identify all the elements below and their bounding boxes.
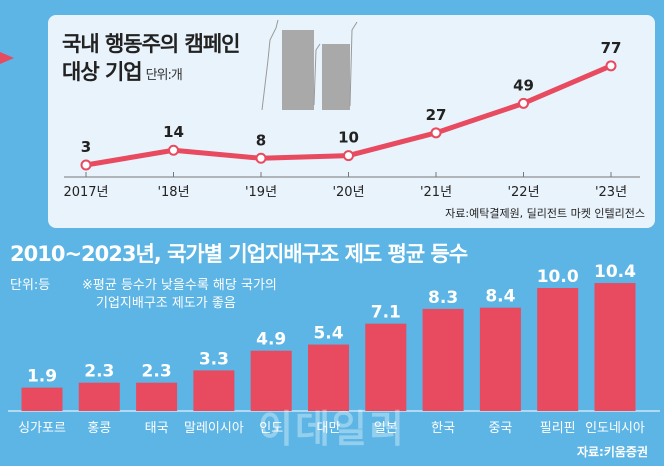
bar-chart-title: 2010~2023년, 국가별 기업지배구조 제도 평균 등수 <box>10 242 468 266</box>
bar-value-label: 8.4 <box>485 287 515 307</box>
x-tick-label: '18년 <box>157 185 189 200</box>
data-point <box>518 97 529 109</box>
bar-category-label: 태국 <box>145 421 169 436</box>
data-label: 10 <box>338 129 359 147</box>
bar-category-label: 홍콩 <box>87 421 111 436</box>
bar <box>537 288 579 411</box>
data-label: 27 <box>426 106 447 124</box>
bar <box>479 307 521 411</box>
bar-value-label: 10.0 <box>537 267 579 287</box>
bar-value-label: 2.3 <box>142 362 172 382</box>
bar-value-label: 8.3 <box>428 288 458 308</box>
bar <box>136 382 178 411</box>
line-chart-source: 자료:예탁결제원, 딜리전트 마켓 인텔리전스 <box>445 207 645 220</box>
bar <box>422 308 464 411</box>
bar-value-label: 10.4 <box>594 262 636 282</box>
data-label: 14 <box>163 123 184 141</box>
data-label: 49 <box>513 76 534 94</box>
bar-value-label: 2.3 <box>84 362 114 382</box>
data-point <box>80 159 92 171</box>
bar-value-label: 1.9 <box>27 367 57 387</box>
bar <box>250 350 292 411</box>
bar-category-label: 인도 <box>259 421 283 436</box>
bar-category-label: 말레이시아 <box>184 421 244 436</box>
bar-category-label: 대만 <box>317 421 341 436</box>
bar <box>193 370 235 411</box>
data-point <box>255 152 267 164</box>
line-chart-unit: 단위:개 <box>145 68 183 83</box>
data-point <box>605 60 617 72</box>
x-tick-label: '21년 <box>420 185 452 200</box>
bar-category-label: 중국 <box>488 421 512 436</box>
x-tick-label: '20년 <box>332 185 364 200</box>
data-point <box>343 150 354 162</box>
data-point <box>430 127 442 139</box>
building-illustration <box>261 19 358 111</box>
bar-value-label: 7.1 <box>371 303 401 323</box>
x-tick-label: '19년 <box>245 185 277 200</box>
bar-chart-unit: 단위:등 <box>10 278 51 293</box>
bar-chart-source: 자료:키움증권 <box>576 445 648 459</box>
bar-chart-note-1: ※평균 등수가 낮을수록 해당 국가의 <box>82 278 277 293</box>
bar <box>365 323 407 411</box>
x-tick-label: 2017년 <box>63 185 108 200</box>
data-label: 77 <box>601 39 622 57</box>
bar-category-label: 싱가포르 <box>18 421 66 436</box>
line-chart-title-2: 대상 기업 단위:개 <box>62 56 183 86</box>
bar-category-label: 일본 <box>374 421 398 436</box>
flag-marker-icon <box>0 52 14 64</box>
bar-value-label: 4.9 <box>256 330 286 350</box>
bar <box>594 283 636 411</box>
data-label: 8 <box>256 131 266 149</box>
bar-chart-note-2: 기업지배구조 제도가 좋음 <box>96 296 236 311</box>
bar-value-label: 3.3 <box>199 349 229 369</box>
x-tick-label: '23년 <box>595 185 627 200</box>
watermark-logo: 이데일리 <box>258 407 406 451</box>
line-chart-title-line1: 국내 행동주의 캠페인 <box>62 32 241 56</box>
bar <box>21 387 63 411</box>
line-chart-title: 국내 행동주의 캠페인 <box>62 28 241 58</box>
data-point <box>168 144 179 156</box>
bar-category-label: 인도네시아 <box>585 421 645 436</box>
bar-value-label: 5.4 <box>313 324 343 344</box>
x-tick-label: '22년 <box>507 185 539 200</box>
data-label: 3 <box>81 138 91 156</box>
bar <box>308 344 349 411</box>
bar <box>78 382 120 411</box>
bar-category-label: 필리핀 <box>540 421 576 436</box>
bar-category-label: 한국 <box>431 421 455 436</box>
line-chart-title-line2: 대상 기업 <box>62 60 143 84</box>
